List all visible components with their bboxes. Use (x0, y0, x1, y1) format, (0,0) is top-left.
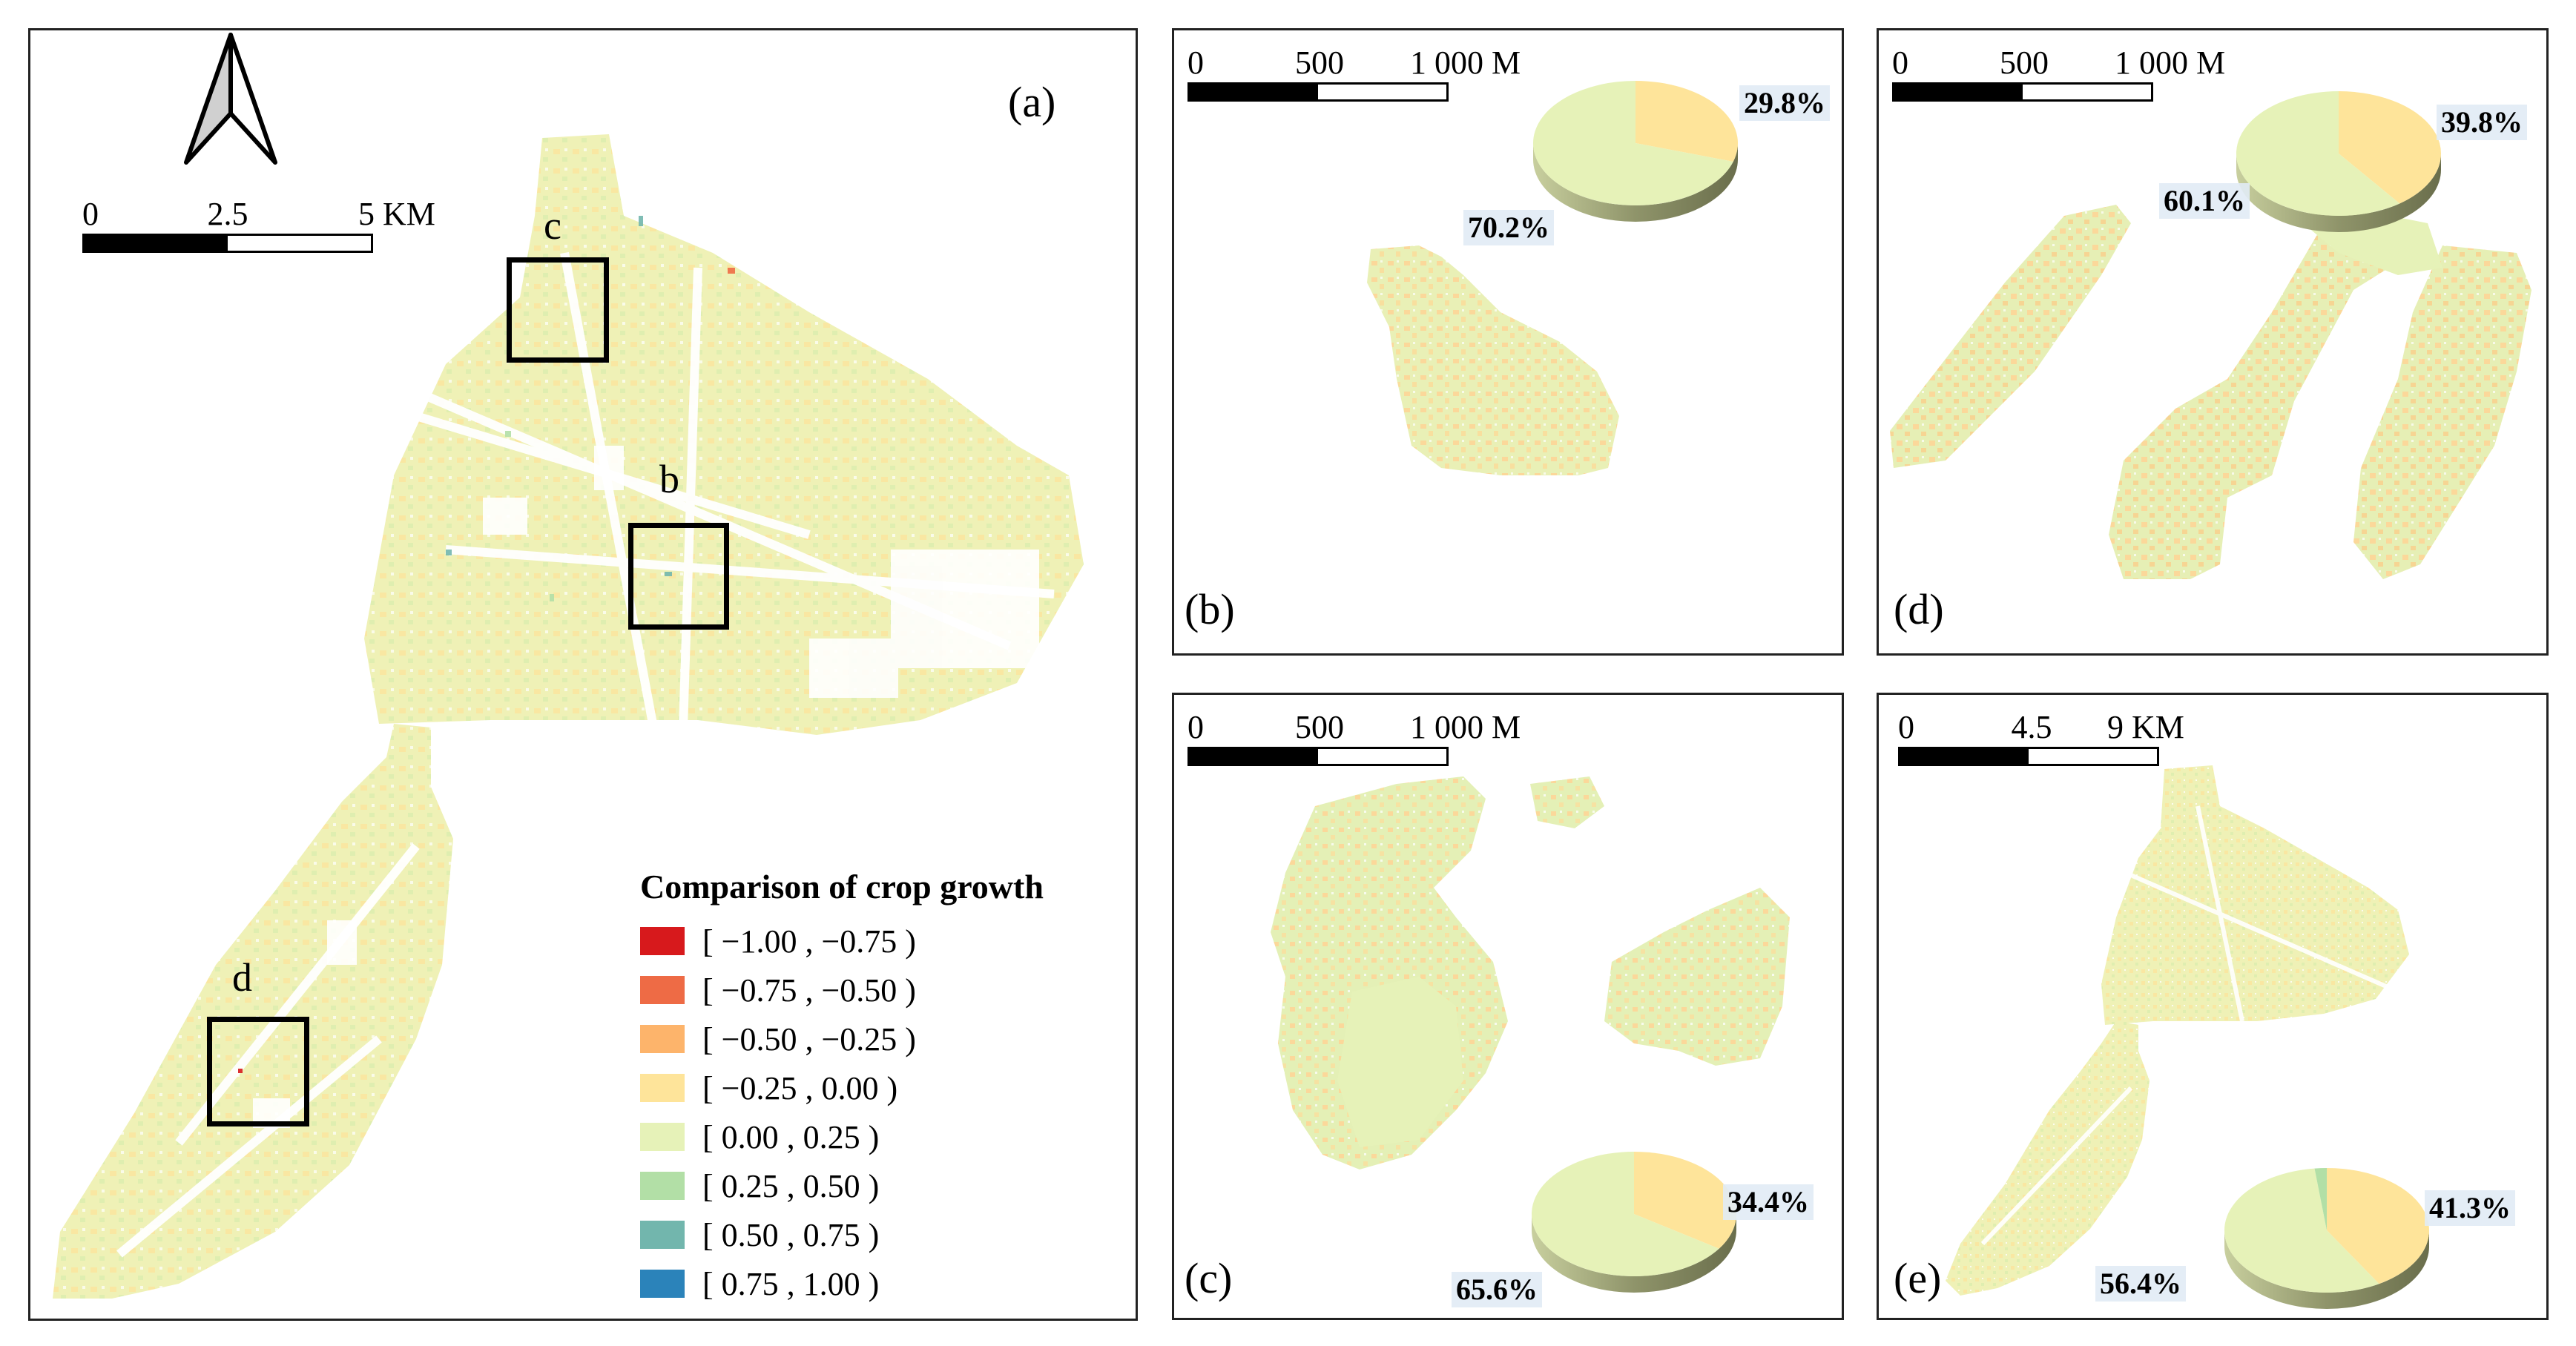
legend-swatch (640, 1172, 685, 1200)
legend-item: [ −0.50 , −0.25 ) (640, 1015, 1044, 1063)
pie-slice-negative (2339, 91, 2441, 204)
legend-label: [ 0.25 , 0.50 ) (702, 1167, 880, 1204)
roi-box-c (507, 257, 609, 363)
legend-swatch (640, 1074, 685, 1102)
pie-label-positive: 60.1% (2159, 183, 2250, 219)
pie-side (2236, 154, 2441, 232)
roi-label-c: c (544, 203, 561, 248)
pie-slice-negative (1635, 81, 1738, 162)
roi-box-b (628, 523, 729, 630)
scale-tick-0: 0 (1898, 709, 1914, 745)
south-region (53, 724, 453, 1299)
pie-label-negative: 39.8% (2437, 105, 2527, 140)
panel-label-a: (a) (1008, 78, 1056, 126)
region-c-map (1271, 776, 1790, 1169)
scale-tick-max: 9 KM (2107, 709, 2184, 745)
scale-tick-0: 0 (1892, 44, 1908, 81)
scale-tick-max: 1 000 M (2115, 44, 2226, 81)
panel-label-e: (e) (1894, 1254, 1942, 1302)
scale-bar-c: 0 500 1 000 M (1187, 708, 1521, 766)
pie-label-positive: 70.2% (1463, 210, 1554, 245)
region-b-map (1367, 245, 1619, 475)
legend-item: [ −1.00 , −0.75 ) (640, 917, 1044, 966)
scale-bar-a: 0 2.5 5 KM (82, 195, 435, 253)
scale-tick-mid: 500 (2000, 44, 2049, 81)
pie-chart-d (2236, 91, 2441, 232)
legend-label: [ −0.25 , 0.00 ) (702, 1069, 898, 1106)
legend-item: [ −0.75 , −0.50 ) (640, 966, 1044, 1015)
scale-tick-mid: 4.5 (2011, 709, 2052, 745)
pie-chart-b (1533, 81, 1738, 222)
pie-side (1532, 1214, 1736, 1293)
scale-bar-b: 0 500 1 000 M (1187, 44, 1521, 102)
scale-bar-d: 0 500 1 000 M (1892, 44, 2225, 102)
legend-item: [ 0.50 , 0.75 ) (640, 1210, 1044, 1259)
scale-tick-max: 1 000 M (1410, 44, 1521, 81)
scale-tick-max: 1 000 M (1410, 709, 1521, 745)
pie-slice-high (2314, 1168, 2327, 1230)
scale-tick-mid: 2.5 (207, 196, 248, 232)
panel-b: 0 500 1 000 M 29.8% 70.2% (b) (1172, 28, 1844, 656)
legend-item: [ 0.75 , 1.00 ) (640, 1259, 1044, 1308)
panel-label-b: (b) (1185, 585, 1235, 633)
pie-slice-positive (1533, 81, 1733, 205)
panel-e: 0 4.5 9 KM 41.3% 56.4% (e) (1877, 693, 2549, 1320)
legend-item: [ 0.25 , 0.50 ) (640, 1161, 1044, 1210)
legend-label: [ 0.50 , 0.75 ) (702, 1216, 880, 1253)
pie-slice-negative (1634, 1152, 1736, 1249)
legend-item: [ 0.00 , 0.25 ) (640, 1112, 1044, 1161)
legend-label: [ −1.00 , −0.75 ) (702, 923, 916, 960)
region-d-map (1890, 205, 2531, 579)
study-area-map (53, 134, 1084, 1299)
scale-tick-mid: 500 (1295, 44, 1344, 81)
pie-side (1533, 143, 1738, 222)
legend-label: [ −0.75 , −0.50 ) (702, 971, 916, 1009)
north-arrow-icon (184, 33, 277, 165)
pie-slice-positive (2224, 1168, 2379, 1293)
scale-tick-0: 0 (82, 196, 99, 232)
legend-swatch (640, 1025, 685, 1053)
legend-label: [ 0.00 , 0.25 ) (702, 1118, 880, 1155)
pie-chart-c (1532, 1152, 1736, 1293)
pie-label-negative: 29.8% (1739, 85, 1830, 121)
legend-swatch (640, 927, 685, 955)
panel-label-d: (d) (1894, 585, 1944, 633)
legend-swatch (640, 976, 685, 1004)
legend-item: [ −0.25 , 0.00 ) (640, 1063, 1044, 1112)
legend-label: [ −0.50 , −0.25 ) (702, 1020, 916, 1058)
scale-tick-max: 5 KM (358, 196, 435, 232)
panel-c: 0 500 1 000 M 34.4% 65.6% (c) (1172, 693, 1844, 1320)
scale-bar-e: 0 4.5 9 KM (1898, 708, 2184, 766)
scale-tick-0: 0 (1187, 44, 1204, 81)
pie-label-positive: 65.6% (1452, 1272, 1542, 1307)
scale-tick-mid: 500 (1295, 709, 1344, 745)
roi-label-b: b (659, 457, 679, 501)
panel-label-c: (c) (1185, 1254, 1233, 1302)
pie-label-negative: 34.4% (1723, 1184, 1814, 1220)
pie-slice-positive (1532, 1152, 1719, 1276)
legend-label: [ 0.75 , 1.00 ) (702, 1265, 880, 1302)
legend-swatch (640, 1221, 685, 1249)
pie-chart-e (2224, 1168, 2429, 1309)
roi-label-d: d (232, 955, 252, 1000)
roi-box-d (207, 1017, 309, 1126)
legend-swatch (640, 1123, 685, 1151)
pie-label-positive: 56.4% (2095, 1266, 2186, 1302)
pie-slice-negative (2327, 1168, 2429, 1284)
legend: Comparison of crop growth [ −1.00 , −0.7… (640, 867, 1044, 1308)
pie-side (2224, 1230, 2429, 1309)
scale-tick-0: 0 (1187, 709, 1204, 745)
pie-label-negative: 41.3% (2425, 1190, 2515, 1226)
legend-title: Comparison of crop growth (640, 868, 1044, 905)
panel-a: 0 2.5 5 KM (a) c b d Comparison of crop … (28, 28, 1138, 1321)
region-e-map (1946, 765, 2409, 1296)
legend-swatch (640, 1270, 685, 1298)
pie-slice-positive (2236, 91, 2400, 216)
panel-d: 0 500 1 000 M 39.8% 60.1% (d) (1877, 28, 2549, 656)
